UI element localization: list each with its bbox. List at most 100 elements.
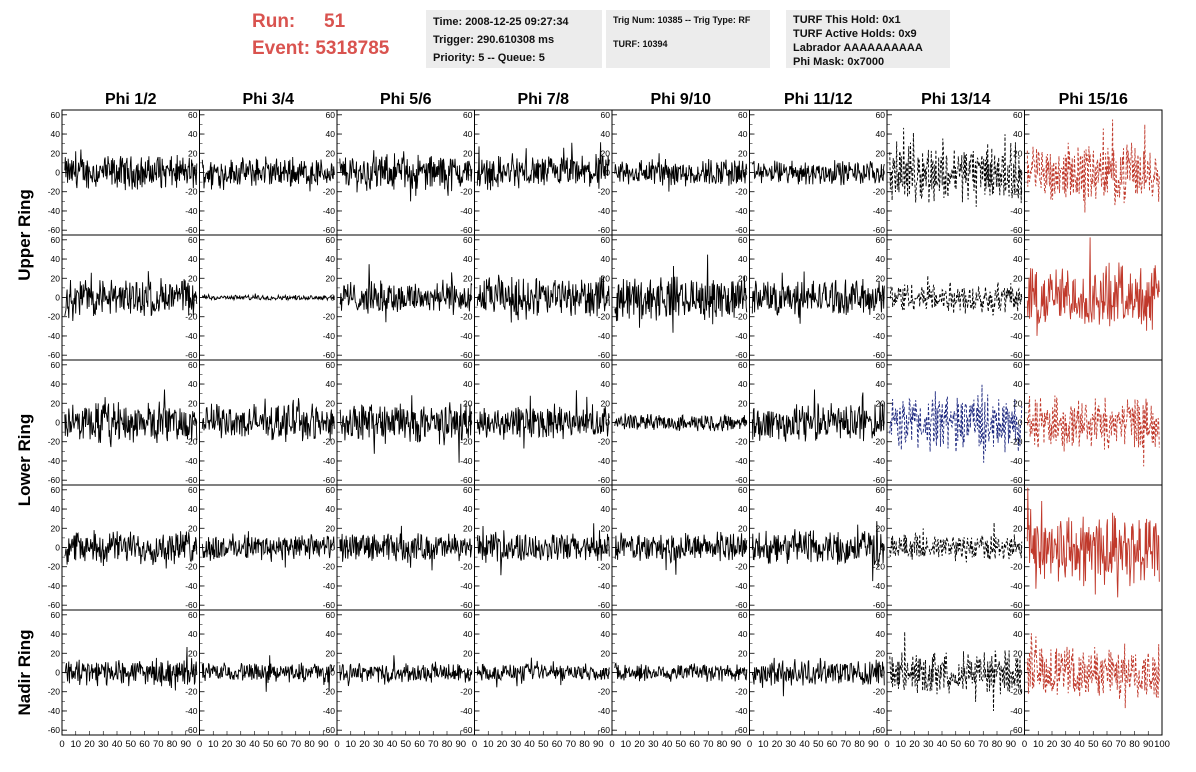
y-tick-label: -20	[323, 687, 336, 697]
waveform-trace	[889, 522, 1023, 563]
y-tick-label: 40	[876, 379, 886, 389]
y-tick-label: -60	[48, 600, 61, 610]
y-tick-label: -40	[185, 331, 198, 341]
y-tick-label: 40	[876, 504, 886, 514]
y-tick-label: 40	[601, 379, 611, 389]
y-tick-label: 40	[188, 504, 198, 514]
y-tick-label: 40	[601, 504, 611, 514]
x-tick-label: 0	[197, 739, 202, 750]
x-tick-label: 100	[1154, 739, 1170, 750]
y-tick-label: -60	[48, 725, 61, 735]
y-tick-label: -20	[323, 312, 336, 322]
x-tick-label: 70	[703, 739, 714, 750]
waveform-trace	[476, 274, 610, 323]
waveform-trace	[751, 389, 885, 442]
y-tick-label: 20	[1013, 273, 1023, 283]
trigger-text: Trigger: 290.610308 ms	[433, 34, 555, 46]
y-tick-label: 40	[601, 254, 611, 264]
x-tick-label: 70	[153, 739, 164, 750]
y-tick-label: -20	[735, 437, 748, 447]
y-tick-label: 60	[51, 485, 61, 495]
labrador-text: Labrador AAAAAAAAAA	[793, 42, 923, 54]
x-tick-label: 10	[1033, 739, 1044, 750]
waveform-trace	[476, 390, 610, 449]
y-tick-label: -20	[460, 687, 473, 697]
y-tick-label: 20	[188, 648, 198, 658]
y-tick-label: 0	[880, 293, 885, 303]
y-tick-label: -40	[873, 706, 886, 716]
y-tick-label: -60	[873, 225, 886, 235]
y-tick-label: -20	[1010, 687, 1023, 697]
x-tick-label: 40	[799, 739, 810, 750]
y-tick-label: -40	[48, 581, 61, 591]
y-tick-label: 60	[326, 110, 336, 120]
x-tick-label: 80	[442, 739, 453, 750]
waveform-trace	[1026, 237, 1160, 336]
turf-text: TURF: 10394	[613, 39, 668, 49]
x-tick-label: 60	[277, 739, 288, 750]
x-tick-label: 40	[249, 739, 260, 750]
y-tick-label: 20	[51, 148, 61, 158]
x-tick-label: 60	[964, 739, 975, 750]
y-tick-label: -40	[48, 206, 61, 216]
y-tick-label: 0	[55, 668, 60, 678]
x-tick-label: 80	[992, 739, 1003, 750]
x-tick-label: 50	[263, 739, 274, 750]
y-tick-label: 60	[601, 485, 611, 495]
ring-label: Lower Ring	[15, 414, 34, 507]
y-tick-label: 20	[188, 523, 198, 533]
y-tick-label: 0	[55, 293, 60, 303]
y-tick-label: 20	[326, 398, 336, 408]
y-tick-label: -60	[1010, 225, 1023, 235]
y-tick-label: 60	[1013, 485, 1023, 495]
x-tick-label: 90	[455, 739, 466, 750]
y-tick-label: -40	[323, 581, 336, 591]
y-tick-label: -40	[185, 456, 198, 466]
x-tick-label: 10	[345, 739, 356, 750]
y-tick-label: 0	[1018, 668, 1023, 678]
y-tick-label: 20	[601, 148, 611, 158]
y-tick-label: -60	[1010, 600, 1023, 610]
panel-frame	[886, 484, 1025, 611]
column-header: Phi 3/4	[242, 91, 294, 108]
waveform-trace	[339, 525, 473, 571]
y-tick-label: 60	[876, 360, 886, 370]
x-tick-label: 70	[1115, 739, 1126, 750]
y-tick-label: -60	[598, 350, 611, 360]
y-tick-label: 40	[1013, 629, 1023, 639]
y-tick-label: 0	[55, 543, 60, 553]
y-tick-label: 60	[1013, 610, 1023, 620]
y-tick-label: 0	[605, 668, 610, 678]
waveform-trace	[889, 127, 1023, 207]
x-tick-label: 50	[675, 739, 686, 750]
y-tick-label: 0	[1018, 293, 1023, 303]
y-tick-label: 0	[330, 168, 335, 178]
y-tick-label: 60	[601, 235, 611, 245]
y-tick-label: -20	[873, 687, 886, 697]
y-tick-label: -60	[873, 600, 886, 610]
y-tick-label: -40	[735, 456, 748, 466]
y-tick-label: -60	[1010, 475, 1023, 485]
y-tick-label: 20	[326, 523, 336, 533]
y-tick-label: 0	[468, 293, 473, 303]
priority-text: Priority: 5 -- Queue: 5	[433, 52, 545, 64]
y-tick-label: 60	[601, 110, 611, 120]
run-label: Run:	[252, 11, 296, 32]
y-tick-label: -40	[323, 331, 336, 341]
y-tick-label: 40	[738, 379, 748, 389]
y-tick-label: 40	[51, 129, 61, 139]
y-tick-label: -40	[323, 706, 336, 716]
y-tick-label: 40	[601, 629, 611, 639]
x-tick-label: 0	[472, 739, 477, 750]
y-tick-label: 60	[51, 610, 61, 620]
y-tick-label: -20	[735, 187, 748, 197]
y-tick-label: 40	[738, 629, 748, 639]
x-tick-label: 0	[334, 739, 339, 750]
y-tick-label: -60	[48, 475, 61, 485]
y-tick-label: -60	[48, 225, 61, 235]
waveform-trace	[751, 160, 885, 186]
y-tick-label: 60	[51, 110, 61, 120]
time-text: Time: 2008-12-25 09:27:34	[433, 16, 569, 28]
waveform-trace	[64, 389, 198, 448]
y-tick-label: 40	[601, 129, 611, 139]
